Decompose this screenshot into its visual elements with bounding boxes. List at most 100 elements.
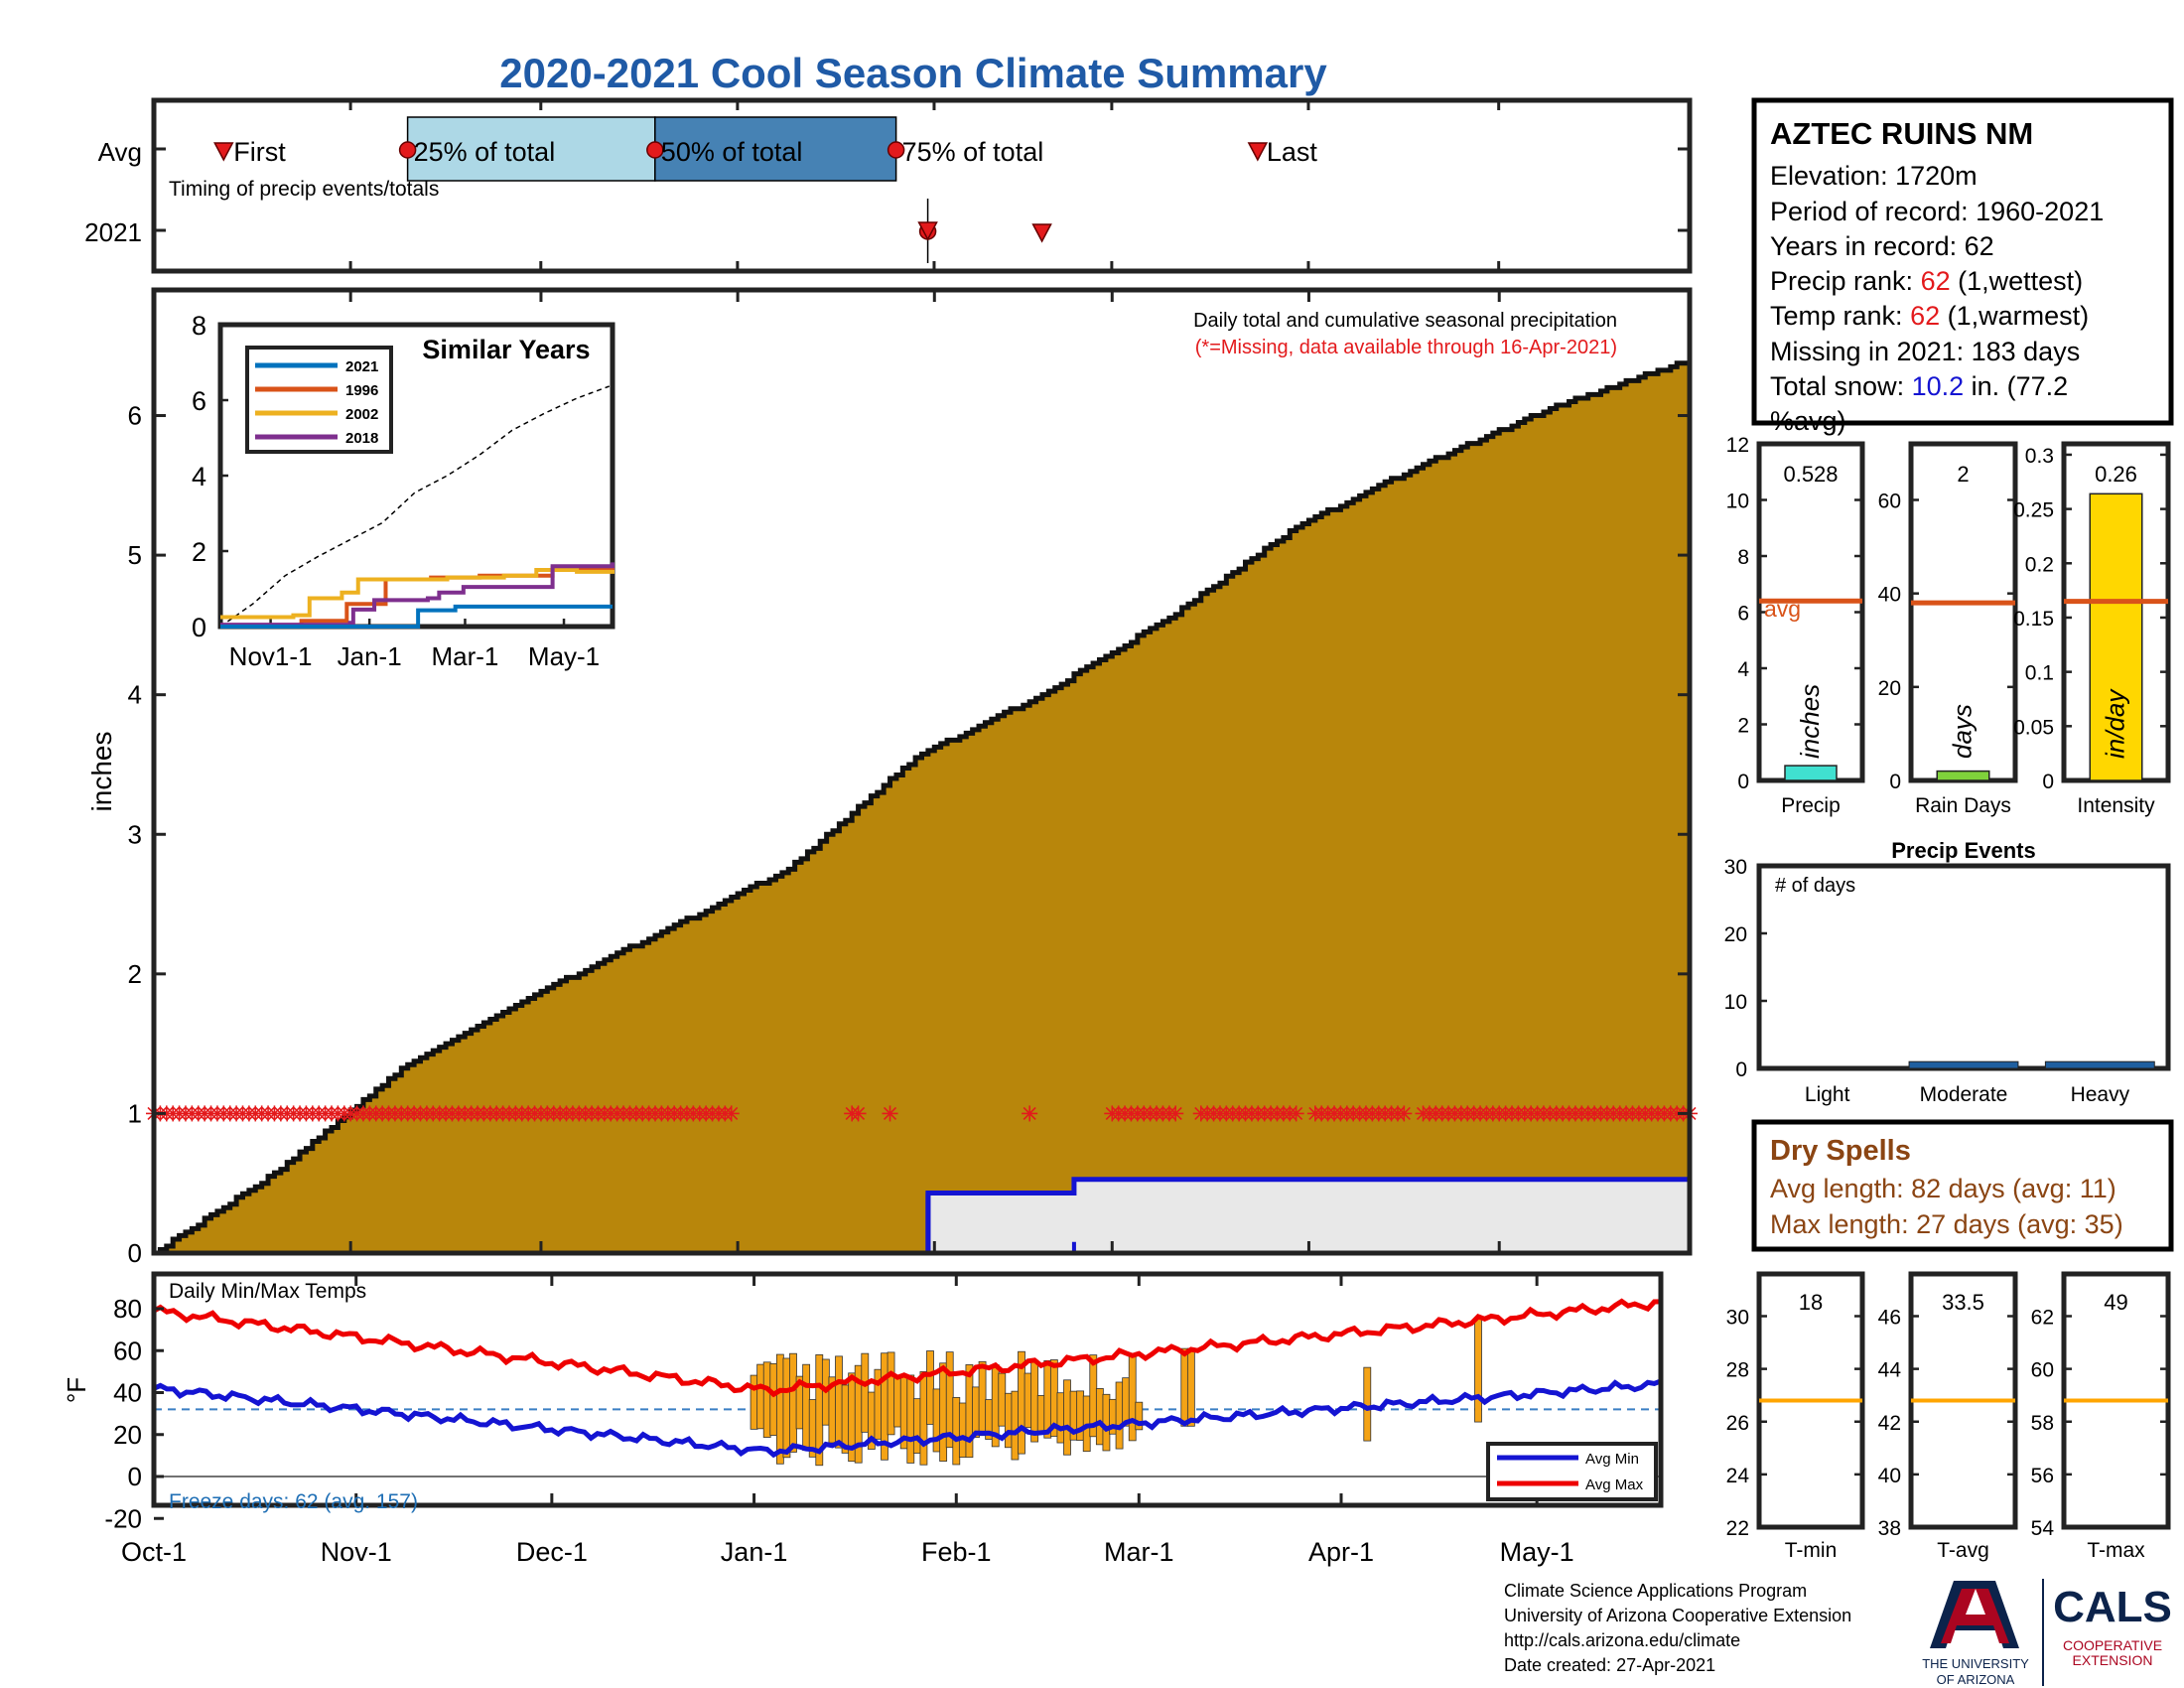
main-ytick-label: 2 — [128, 959, 142, 989]
tavg-value: 33.5 — [1942, 1290, 1984, 1315]
rain_days-bar — [1936, 770, 1990, 781]
rain_days-ytick-label: 60 — [1878, 491, 1901, 513]
cumulative-2021-area — [154, 1179, 1690, 1253]
daily-temp-bar — [1102, 1393, 1111, 1452]
tmax-ytick-label: 62 — [2031, 1307, 2054, 1330]
tmax-ytick-label: 58 — [2031, 1412, 2054, 1435]
precip-ytick-label: 2 — [1737, 715, 1749, 738]
avg-p75-marker — [887, 141, 905, 159]
main-ytick-label: 4 — [128, 680, 142, 710]
station-period: Period of record: 1960-2021 — [1770, 197, 2104, 226]
rain_days-ytick-label: 0 — [1889, 771, 1901, 793]
snow-pct: %avg) — [1770, 406, 1846, 436]
daily-temp-bar — [1095, 1388, 1104, 1446]
snow-label: Total snow: — [1770, 371, 1912, 401]
daily-temp-bar — [1056, 1392, 1065, 1444]
intensity-label: Intensity — [2077, 794, 2155, 817]
events-bar — [1908, 1060, 2019, 1069]
temp-rank-value: 62 — [1910, 301, 1940, 331]
inset-ytick-label: 4 — [192, 462, 206, 492]
inset-xtick-label: Mar-1 — [432, 641, 499, 671]
events-category-label: Light — [1805, 1083, 1850, 1106]
daily-temp-bar — [1011, 1390, 1020, 1461]
events-ytick-label: 30 — [1724, 856, 1747, 879]
timing-year-label: 2021 — [84, 217, 142, 247]
daily-temp-bar — [952, 1397, 961, 1466]
intensity-ytick-label: 0.05 — [2013, 716, 2054, 739]
tmin-value: 18 — [1799, 1290, 1823, 1315]
yr-first-tri — [917, 221, 938, 241]
ua-name-2: OF ARIZONA — [1937, 1672, 2015, 1687]
precip-rank-value: 62 — [1921, 266, 1951, 296]
tmax-label: T-max — [2087, 1539, 2145, 1562]
daily-temp-bar — [978, 1360, 987, 1437]
events-bar — [2044, 1060, 2155, 1069]
events-ytick-label: 20 — [1724, 923, 1747, 946]
footer-line1: Climate Science Applications Program — [1504, 1581, 1807, 1601]
daily-temp-bar — [919, 1371, 928, 1466]
daily-temp-bar — [893, 1376, 902, 1428]
temp-ytick-label: 0 — [128, 1462, 142, 1491]
main-plot-frame — [151, 287, 1693, 1256]
events-ytick-label: 0 — [1735, 1058, 1747, 1081]
daily-temp-bar — [769, 1362, 778, 1436]
main-ylabel: inches — [86, 732, 117, 812]
legend-min-label: Avg Min — [1585, 1451, 1639, 1468]
snow-suffix: in. (77.2 — [1964, 371, 2068, 401]
avg-p50-marker — [646, 141, 664, 159]
yr-last-marker — [1031, 223, 1052, 243]
daily-temp-bar — [912, 1398, 921, 1454]
inset-ytick-label: 6 — [192, 386, 206, 416]
daily-temp-bar — [1030, 1359, 1039, 1443]
precip-events-title: Precip Events — [1891, 838, 2036, 863]
precip-rank: Precip rank: 62 (1,wettest) — [1770, 266, 2083, 296]
inset-title: Similar Years — [422, 335, 590, 364]
daily-temp-bar — [1063, 1379, 1071, 1456]
cumulative-avg-area — [154, 359, 1690, 1253]
snow-value: 10.2 — [1912, 371, 1965, 401]
daily-temp-bar — [1122, 1377, 1131, 1427]
daily-temp-bar — [1115, 1381, 1124, 1450]
daily-temp-bar — [1363, 1366, 1372, 1442]
daily-temp-bar — [972, 1386, 980, 1438]
p25-box — [406, 116, 656, 182]
precip-rank-label: Precip rank: — [1770, 266, 1921, 296]
daily-temp-bar — [1180, 1347, 1189, 1427]
x-axis-label: Jan-1 — [721, 1537, 788, 1567]
dry-avg-length: Avg length: 82 days (avg: 11) — [1770, 1174, 2116, 1203]
avg-first-marker — [213, 142, 234, 162]
avg-last-marker — [1247, 142, 1269, 162]
daily-temp-bar — [756, 1363, 765, 1430]
daily-temp-bar — [998, 1372, 1007, 1427]
intensity-ytick-label: 0.2 — [2025, 553, 2054, 576]
daily-temp-bar — [835, 1355, 843, 1449]
avg-p25-marker — [398, 141, 417, 159]
temp-rank: Temp rank: 62 (1,warmest) — [1770, 301, 2089, 331]
avg-max-line — [152, 1298, 1662, 1398]
tavg-label: T-avg — [1937, 1539, 1989, 1562]
rain_days-ytick-label: 40 — [1878, 584, 1901, 607]
cals-coop: COOPERATIVE — [2063, 1637, 2162, 1653]
temp-legend — [1486, 1442, 1658, 1501]
x-axis-label: Dec-1 — [516, 1537, 588, 1567]
daily-temp-bar — [887, 1351, 895, 1436]
tmin-ytick-label: 28 — [1726, 1359, 1749, 1382]
tmax-value: 49 — [2104, 1290, 2127, 1315]
daily-temp-bar — [1024, 1372, 1032, 1429]
rain_days-label: Rain Days — [1915, 794, 2011, 817]
precip-ytick-label: 6 — [1737, 603, 1749, 626]
missing-marker — [723, 1105, 740, 1122]
rain_days-value: 2 — [1957, 462, 1969, 487]
precip-ytick-label: 8 — [1737, 546, 1749, 569]
tmin-ytick-label: 24 — [1726, 1465, 1750, 1487]
dry-max-length: Max length: 27 days (avg: 35) — [1770, 1209, 2123, 1239]
daily-temp-bar — [802, 1363, 811, 1452]
inset-xtick-label: Jan-1 — [338, 641, 402, 671]
intensity-ytick-label: 0.25 — [2013, 499, 2054, 522]
x-axis-label: Nov-1 — [321, 1537, 392, 1567]
tavg-ytick-label: 42 — [1878, 1412, 1901, 1435]
station-name: AZTEC RUINS NM — [1770, 116, 2033, 151]
x-axis-label: May-1 — [1500, 1537, 1574, 1567]
dry-spells-title: Dry Spells — [1770, 1135, 1911, 1167]
precip-ytick-label: 12 — [1726, 434, 1749, 457]
